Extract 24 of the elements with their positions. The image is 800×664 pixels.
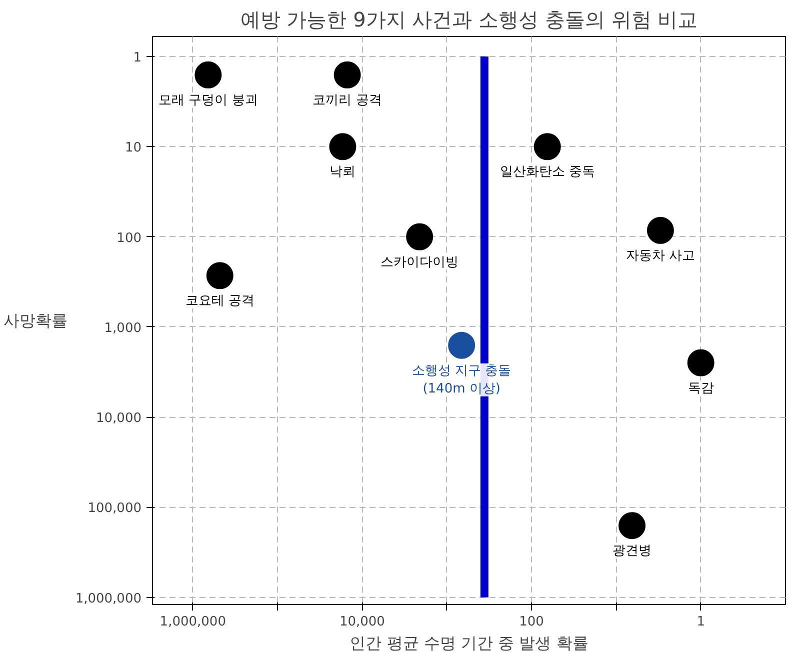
x-tick-label: 1,000,000 <box>160 614 226 630</box>
x-tick-label: 1 <box>696 614 705 630</box>
y-tick-label: 100,000 <box>88 501 142 516</box>
chart-title: 예방 가능한 9가지 사건과 소행성 충돌의 위험 비교 <box>240 8 698 32</box>
series-label: 코요테 공격 <box>185 294 254 309</box>
series-label: 소행성 지구 충돌 (140m 이상) <box>412 363 512 396</box>
x-tick-label: 100 <box>519 614 544 630</box>
y-tick-label: 10,000 <box>96 411 142 426</box>
y-tick-label: 1,000 <box>104 320 142 336</box>
y-tick-label: 1 <box>133 50 142 66</box>
x-tick-label: 10,000 <box>339 614 385 630</box>
series-label: 낙뢰 <box>330 164 356 180</box>
series-label: 독감 <box>688 380 714 396</box>
y-tick-label: 1,000,000 <box>75 591 142 606</box>
series-label: 일산화탄소 중독 <box>500 164 595 180</box>
x-axis-title: 인간 평균 수명 기간 중 발생 확률 <box>350 634 588 652</box>
series-label: 코끼리 공격 <box>312 92 382 108</box>
series-label: 자동차 사고 <box>626 248 696 264</box>
series-label: 모래 구덩이 붕괴 <box>158 92 258 108</box>
series-label: 광견병 <box>612 544 652 559</box>
y-axis-title: 사망확률 <box>3 311 68 330</box>
series-label: 스카이다이빙 <box>380 254 459 270</box>
y-tick-label: 100 <box>116 230 142 246</box>
y-tick-label: 10 <box>124 140 142 156</box>
